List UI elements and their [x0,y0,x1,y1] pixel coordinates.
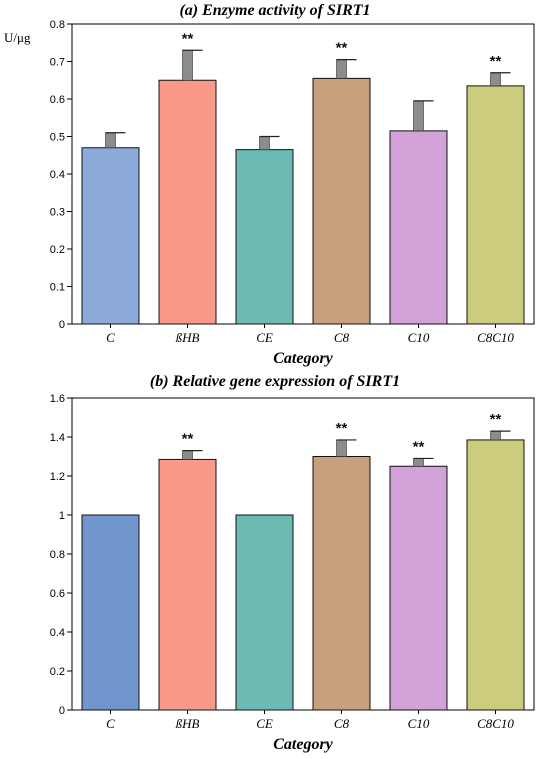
y-tick-label: 0.5 [50,132,65,144]
y-tick-label: 0.7 [50,57,65,69]
bar-C8 [312,77,371,325]
error-bar [182,49,193,81]
bar-chart-b: 0 0.2 0.4 0.6 0.8 1 1.2 1.4 1.6 C ** ßHB CE ** C8 ** C10… [50,393,535,753]
x-category-label: ßHB [175,330,200,345]
y-axis-label: U/μg [4,30,31,45]
y-tick-label: 0.1 [50,282,65,294]
x-category-label: CE [256,330,273,345]
bar-ßHB [158,458,217,711]
y-tick-label: 0 [59,319,65,331]
error-bar [413,458,424,467]
error-bar [182,450,193,460]
significance-marker: ** [182,431,194,448]
plot-frame [71,23,535,325]
y-tick-label: 0.8 [50,19,65,31]
bar-CE [235,514,294,711]
y-tick-label: 1.6 [50,393,65,405]
x-category-label: C10 [408,330,430,345]
x-category-label: C8 [334,716,350,731]
error-bar [490,430,501,441]
error-bar [259,136,270,150]
y-tick-label: 1.4 [50,432,65,444]
bar-C [81,147,140,325]
error-bar [490,72,501,87]
plot-frame [71,397,535,711]
error-bar [336,59,347,79]
y-tick-label: 1.2 [50,471,65,483]
x-axis-label: Category [273,350,333,367]
bar-C8 [312,456,371,711]
y-tick-label: 0.2 [50,244,65,256]
bar-C8C10 [466,439,525,711]
error-bar [336,439,347,457]
significance-marker: ** [413,438,425,455]
bar-C8C10 [466,85,525,325]
chart-panel-a: (a) Enzyme activity of SIRT1 U/μg 0 0.1 0.… [0,0,550,372]
bar-C10 [389,130,448,325]
significance-marker: ** [336,420,348,437]
bar-CE [235,149,294,325]
x-category-label: C10 [408,716,430,731]
y-tick-label: 0.4 [50,627,65,639]
bar-C10 [389,465,448,711]
x-category-label: C8 [334,330,350,345]
y-tick-label: 0.3 [50,207,65,219]
significance-marker: ** [490,53,502,70]
y-tick-label: 0.8 [50,549,65,561]
x-category-label: C8C10 [477,330,514,345]
bar-C [81,514,140,711]
x-category-label: C8C10 [477,716,514,731]
significance-marker: ** [336,40,348,57]
x-category-label: C [106,330,115,345]
y-tick-label: 1 [59,510,65,522]
significance-marker: ** [490,411,502,428]
x-category-label: C [106,716,115,731]
x-axis-label: Category [273,736,333,753]
y-tick-label: 0 [59,705,65,717]
significance-marker: ** [182,30,194,47]
y-tick-label: 0.6 [50,94,65,106]
chart-title: (b) Relative gene expression of SIRT1 [149,373,401,390]
y-tick-label: 0.4 [50,169,65,181]
y-tick-label: 0.6 [50,588,65,600]
y-tick-label: 0.2 [50,666,65,678]
error-bar [105,132,116,149]
bar-ßHB [158,79,217,325]
x-category-label: CE [256,716,273,731]
bar-chart-a: 00.10.20.30.40.50.60.70.8C**ßHB CE**C8 C10… [50,19,535,367]
chart-title: (a) Enzyme activity of SIRT1 [179,2,371,19]
error-bar [413,100,424,132]
x-category-label: ßHB [175,716,200,731]
